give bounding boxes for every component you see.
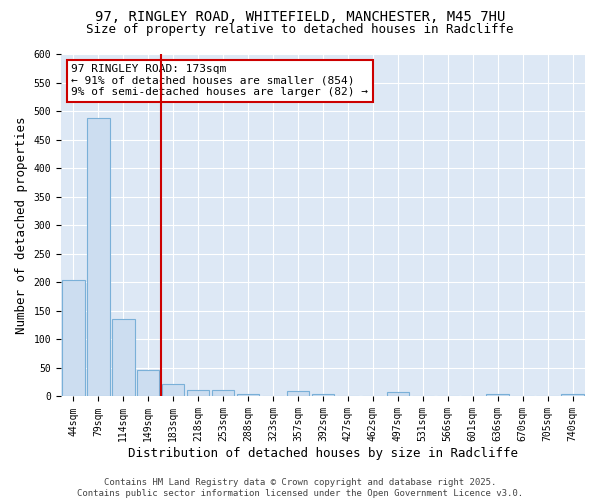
Bar bbox=[112, 320, 134, 396]
Bar bbox=[287, 392, 309, 396]
Y-axis label: Number of detached properties: Number of detached properties bbox=[15, 116, 28, 334]
X-axis label: Distribution of detached houses by size in Radcliffe: Distribution of detached houses by size … bbox=[128, 447, 518, 460]
Bar bbox=[87, 118, 110, 396]
Bar bbox=[386, 392, 409, 396]
Bar bbox=[212, 390, 235, 396]
Bar bbox=[561, 394, 584, 396]
Text: Size of property relative to detached houses in Radcliffe: Size of property relative to detached ho… bbox=[86, 22, 514, 36]
Bar bbox=[312, 394, 334, 396]
Bar bbox=[137, 370, 160, 396]
Text: Contains HM Land Registry data © Crown copyright and database right 2025.
Contai: Contains HM Land Registry data © Crown c… bbox=[77, 478, 523, 498]
Bar bbox=[162, 384, 184, 396]
Bar bbox=[487, 394, 509, 396]
Text: 97 RINGLEY ROAD: 173sqm
← 91% of detached houses are smaller (854)
9% of semi-de: 97 RINGLEY ROAD: 173sqm ← 91% of detache… bbox=[71, 64, 368, 98]
Bar bbox=[187, 390, 209, 396]
Bar bbox=[237, 394, 259, 396]
Text: 97, RINGLEY ROAD, WHITEFIELD, MANCHESTER, M45 7HU: 97, RINGLEY ROAD, WHITEFIELD, MANCHESTER… bbox=[95, 10, 505, 24]
Bar bbox=[62, 280, 85, 396]
